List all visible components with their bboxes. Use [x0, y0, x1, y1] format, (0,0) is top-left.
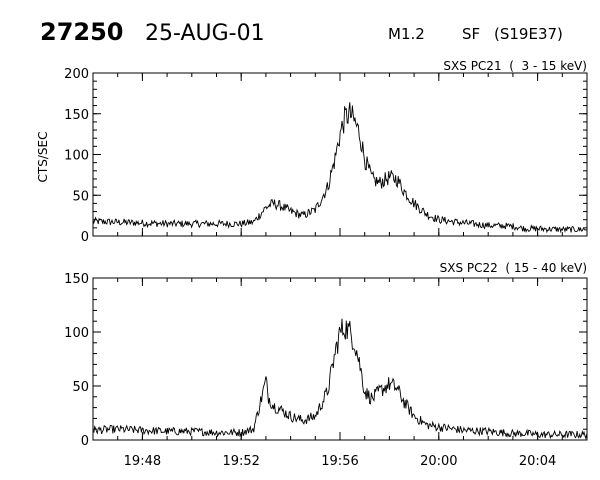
optical-class: SF	[462, 25, 480, 43]
y-tick-label: 200	[64, 67, 89, 82]
panel-title-pc21: SXS PC21 ( 3 - 15 keV)	[443, 59, 587, 73]
y-tick-label: 150	[64, 272, 89, 287]
panel-title-pc22: SXS PC22 ( 15 - 40 keV)	[440, 261, 587, 275]
y-tick-label: 50	[72, 380, 89, 395]
panel-pc22-axes: 0 50 100 150 19:48 19:52 19:56 20:00 20:04	[64, 272, 588, 469]
y-tick-label: 150	[64, 108, 89, 123]
y-tick-label: 0	[81, 230, 89, 245]
goes-class: M1.2	[388, 25, 425, 43]
y-tick-label: 50	[72, 189, 89, 204]
y-tick-label: 100	[64, 326, 89, 341]
panel-pc22: SXS PC22 ( 15 - 40 keV) 0 50 100 150 19:48 19…	[64, 261, 588, 469]
flare-location: (S19E37)	[494, 25, 563, 43]
panel-pc21-marks	[92, 102, 587, 234]
x-tick-label: 19:52	[222, 454, 259, 469]
x-tick-label: 20:00	[420, 454, 457, 469]
panel-pc21-axes: 0 50 100 150 200	[64, 67, 588, 245]
event-id: 27250	[40, 18, 124, 46]
y-tick-label: 0	[81, 434, 89, 449]
y-tick-label: 100	[64, 149, 89, 164]
x-tick-label: 20:04	[519, 454, 556, 469]
x-tick-label: 19:56	[321, 454, 358, 469]
plot-frame	[92, 72, 588, 237]
event-date: 25-AUG-01	[145, 21, 265, 46]
series-line	[93, 318, 588, 440]
series-line	[92, 102, 587, 234]
panel-pc21: SXS PC21 ( 3 - 15 keV) CTS/SEC 0 50 100 150…	[36, 59, 588, 245]
panel-pc22-marks	[93, 318, 588, 440]
y-axis-label: CTS/SEC	[36, 132, 50, 183]
plot-frame	[92, 277, 588, 441]
x-tick-label: 19:48	[124, 454, 161, 469]
